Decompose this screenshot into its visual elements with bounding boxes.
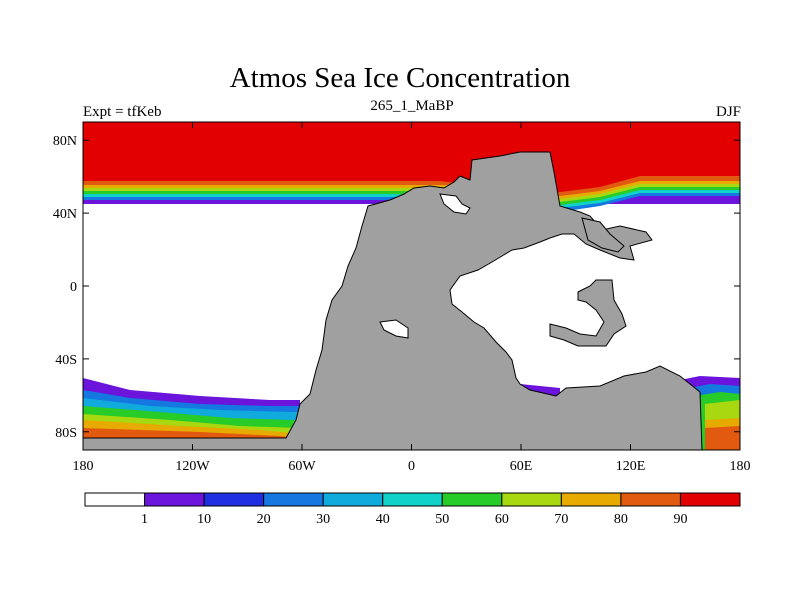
colorbar-label: 20 [257, 512, 271, 527]
colorbar-label: 90 [673, 512, 687, 527]
colorbar-label: 40 [376, 512, 390, 527]
inland-gaps [379, 193, 471, 339]
longitude-axis: 180 120W 60W 0 60E 120E 180 [73, 122, 751, 474]
season-label: DJF [715, 104, 741, 120]
colorbar-label: 50 [435, 512, 449, 527]
colorbar-swatch [560, 492, 622, 507]
lon-tick-label: 120E [616, 459, 646, 474]
colorbar: 1 10 20 30 40 50 60 70 80 90 [84, 492, 741, 527]
island-east-small [581, 217, 625, 253]
land-masses [83, 151, 703, 450]
colorbar-label: 80 [614, 512, 628, 527]
island-east-large [549, 279, 627, 347]
northern-sea-ice [83, 122, 740, 212]
colorbar-swatch [620, 492, 681, 507]
colorbar-label: 70 [554, 512, 568, 527]
lat-tick-label: 40N [53, 207, 77, 222]
map-subtitle: 265_1_MaBP [370, 98, 454, 114]
colorbar-swatch [441, 492, 503, 507]
lat-tick-label: 80N [53, 134, 77, 149]
colorbar-swatch [322, 492, 384, 507]
experiment-label: Expt = tfKeb [83, 104, 162, 120]
latitude-axis: 80N 40N 0 40S 80S [53, 134, 740, 441]
lon-tick-label: 180 [73, 459, 94, 474]
colorbar-label: 10 [197, 512, 211, 527]
colorbar-swatch [144, 492, 205, 507]
colorbar-swatch [679, 492, 741, 507]
colorbar-label: 30 [316, 512, 330, 527]
lon-tick-label: 60E [510, 459, 533, 474]
lon-tick-label: 120W [175, 459, 210, 474]
lat-tick-label: 0 [70, 280, 77, 295]
lat-tick-label: 80S [55, 426, 77, 441]
colorbar-swatch [203, 492, 265, 507]
map-plot-area [83, 122, 740, 450]
lat-tick-label: 40S [55, 353, 77, 368]
colorbar-swatch [501, 492, 562, 507]
colorbar-label: 1 [141, 512, 148, 527]
colorbar-swatch [382, 492, 443, 507]
colorbar-label: 60 [495, 512, 509, 527]
map-title: Atmos Sea Ice Concentration [229, 62, 571, 94]
colorbar-swatch [84, 492, 146, 507]
lon-tick-label: 60W [288, 459, 316, 474]
lon-tick-label: 180 [730, 459, 751, 474]
continent-main [83, 151, 703, 450]
colorbar-swatch [263, 492, 324, 507]
lon-tick-label: 0 [408, 459, 415, 474]
